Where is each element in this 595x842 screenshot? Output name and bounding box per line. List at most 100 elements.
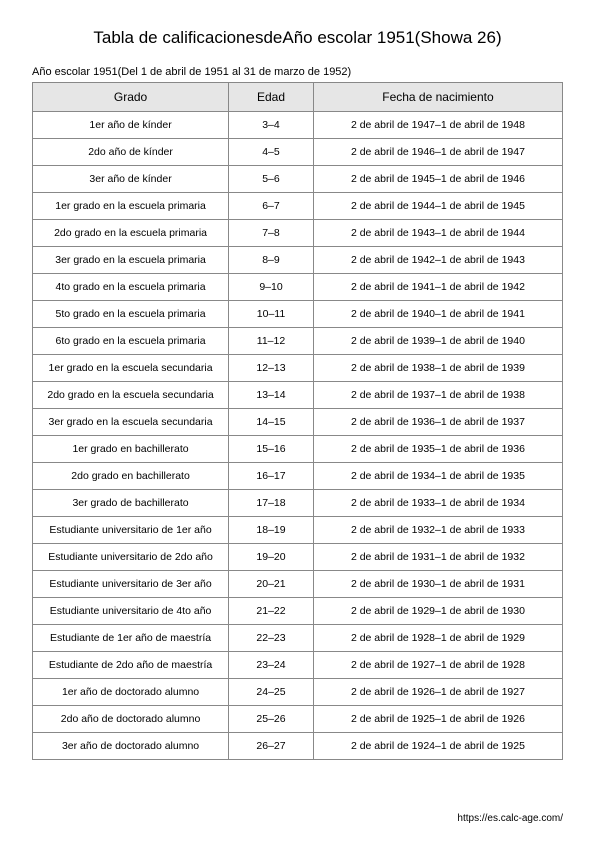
cell-fecha: 2 de abril de 1941–1 de abril de 1942	[313, 274, 562, 301]
cell-grado: Estudiante universitario de 3er año	[33, 571, 229, 598]
cell-fecha: 2 de abril de 1930–1 de abril de 1931	[313, 571, 562, 598]
table-row: 2do grado en bachillerato16–172 de abril…	[33, 463, 563, 490]
cell-fecha: 2 de abril de 1947–1 de abril de 1948	[313, 112, 562, 139]
cell-grado: 1er grado en la escuela secundaria	[33, 355, 229, 382]
cell-edad: 22–23	[229, 625, 314, 652]
col-header-grado: Grado	[33, 83, 229, 112]
cell-edad: 23–24	[229, 652, 314, 679]
cell-grado: 2do grado en bachillerato	[33, 463, 229, 490]
cell-fecha: 2 de abril de 1937–1 de abril de 1938	[313, 382, 562, 409]
table-row: Estudiante de 1er año de maestría22–232 …	[33, 625, 563, 652]
table-row: Estudiante universitario de 2do año19–20…	[33, 544, 563, 571]
cell-edad: 18–19	[229, 517, 314, 544]
table-row: 1er grado en bachillerato15–162 de abril…	[33, 436, 563, 463]
cell-grado: 2do año de kínder	[33, 139, 229, 166]
footer-url: https://es.calc-age.com/	[457, 813, 563, 824]
cell-edad: 11–12	[229, 328, 314, 355]
cell-grado: 4to grado en la escuela primaria	[33, 274, 229, 301]
table-row: Estudiante de 2do año de maestría23–242 …	[33, 652, 563, 679]
table-row: 5to grado en la escuela primaria10–112 d…	[33, 301, 563, 328]
cell-grado: 2do año de doctorado alumno	[33, 706, 229, 733]
cell-fecha: 2 de abril de 1931–1 de abril de 1932	[313, 544, 562, 571]
table-header-row: Grado Edad Fecha de nacimiento	[33, 83, 563, 112]
cell-fecha: 2 de abril de 1943–1 de abril de 1944	[313, 220, 562, 247]
cell-edad: 10–11	[229, 301, 314, 328]
cell-grado: Estudiante universitario de 1er año	[33, 517, 229, 544]
subtitle: Año escolar 1951(Del 1 de abril de 1951 …	[32, 66, 563, 78]
cell-edad: 13–14	[229, 382, 314, 409]
cell-edad: 4–5	[229, 139, 314, 166]
cell-grado: 3er grado en la escuela secundaria	[33, 409, 229, 436]
cell-grado: 1er año de doctorado alumno	[33, 679, 229, 706]
cell-edad: 12–13	[229, 355, 314, 382]
table-row: 3er grado en la escuela secundaria14–152…	[33, 409, 563, 436]
table-row: 6to grado en la escuela primaria11–122 d…	[33, 328, 563, 355]
cell-fecha: 2 de abril de 1925–1 de abril de 1926	[313, 706, 562, 733]
cell-edad: 21–22	[229, 598, 314, 625]
cell-fecha: 2 de abril de 1926–1 de abril de 1927	[313, 679, 562, 706]
cell-fecha: 2 de abril de 1924–1 de abril de 1925	[313, 733, 562, 760]
cell-edad: 26–27	[229, 733, 314, 760]
table-row: Estudiante universitario de 3er año20–21…	[33, 571, 563, 598]
cell-edad: 15–16	[229, 436, 314, 463]
cell-fecha: 2 de abril de 1946–1 de abril de 1947	[313, 139, 562, 166]
cell-fecha: 2 de abril de 1935–1 de abril de 1936	[313, 436, 562, 463]
cell-grado: 1er grado en bachillerato	[33, 436, 229, 463]
cell-grado: 1er grado en la escuela primaria	[33, 193, 229, 220]
cell-fecha: 2 de abril de 1932–1 de abril de 1933	[313, 517, 562, 544]
cell-fecha: 2 de abril de 1934–1 de abril de 1935	[313, 463, 562, 490]
col-header-edad: Edad	[229, 83, 314, 112]
table-row: 3er año de doctorado alumno26–272 de abr…	[33, 733, 563, 760]
table-row: 1er año de kínder3–42 de abril de 1947–1…	[33, 112, 563, 139]
table-row: 1er grado en la escuela secundaria12–132…	[33, 355, 563, 382]
table-row: 1er año de doctorado alumno24–252 de abr…	[33, 679, 563, 706]
cell-edad: 24–25	[229, 679, 314, 706]
cell-grado: Estudiante universitario de 2do año	[33, 544, 229, 571]
table-body: 1er año de kínder3–42 de abril de 1947–1…	[33, 112, 563, 760]
cell-fecha: 2 de abril de 1942–1 de abril de 1943	[313, 247, 562, 274]
table-row: 2do grado en la escuela secundaria13–142…	[33, 382, 563, 409]
cell-edad: 6–7	[229, 193, 314, 220]
cell-grado: Estudiante de 2do año de maestría	[33, 652, 229, 679]
cell-edad: 20–21	[229, 571, 314, 598]
grades-table: Grado Edad Fecha de nacimiento 1er año d…	[32, 82, 563, 760]
table-row: 2do año de kínder4–52 de abril de 1946–1…	[33, 139, 563, 166]
cell-fecha: 2 de abril de 1945–1 de abril de 1946	[313, 166, 562, 193]
cell-grado: 5to grado en la escuela primaria	[33, 301, 229, 328]
cell-fecha: 2 de abril de 1938–1 de abril de 1939	[313, 355, 562, 382]
cell-fecha: 2 de abril de 1936–1 de abril de 1937	[313, 409, 562, 436]
cell-grado: 6to grado en la escuela primaria	[33, 328, 229, 355]
cell-fecha: 2 de abril de 1939–1 de abril de 1940	[313, 328, 562, 355]
page-title: Tabla de calificacionesdeAño escolar 195…	[32, 28, 563, 48]
table-row: 3er año de kínder5–62 de abril de 1945–1…	[33, 166, 563, 193]
cell-edad: 17–18	[229, 490, 314, 517]
cell-edad: 5–6	[229, 166, 314, 193]
cell-edad: 8–9	[229, 247, 314, 274]
table-row: 3er grado en la escuela primaria8–92 de …	[33, 247, 563, 274]
cell-fecha: 2 de abril de 1927–1 de abril de 1928	[313, 652, 562, 679]
cell-grado: Estudiante universitario de 4to año	[33, 598, 229, 625]
cell-fecha: 2 de abril de 1940–1 de abril de 1941	[313, 301, 562, 328]
cell-edad: 7–8	[229, 220, 314, 247]
cell-grado: Estudiante de 1er año de maestría	[33, 625, 229, 652]
table-row: 4to grado en la escuela primaria9–102 de…	[33, 274, 563, 301]
cell-edad: 19–20	[229, 544, 314, 571]
cell-grado: 3er grado en la escuela primaria	[33, 247, 229, 274]
table-row: 3er grado de bachillerato17–182 de abril…	[33, 490, 563, 517]
table-row: 1er grado en la escuela primaria6–72 de …	[33, 193, 563, 220]
cell-fecha: 2 de abril de 1933–1 de abril de 1934	[313, 490, 562, 517]
cell-grado: 2do grado en la escuela secundaria	[33, 382, 229, 409]
cell-edad: 16–17	[229, 463, 314, 490]
cell-edad: 9–10	[229, 274, 314, 301]
cell-fecha: 2 de abril de 1944–1 de abril de 1945	[313, 193, 562, 220]
cell-grado: 1er año de kínder	[33, 112, 229, 139]
table-row: 2do año de doctorado alumno25–262 de abr…	[33, 706, 563, 733]
cell-grado: 2do grado en la escuela primaria	[33, 220, 229, 247]
cell-edad: 25–26	[229, 706, 314, 733]
cell-edad: 14–15	[229, 409, 314, 436]
cell-grado: 3er grado de bachillerato	[33, 490, 229, 517]
table-row: Estudiante universitario de 4to año21–22…	[33, 598, 563, 625]
cell-fecha: 2 de abril de 1929–1 de abril de 1930	[313, 598, 562, 625]
table-row: Estudiante universitario de 1er año18–19…	[33, 517, 563, 544]
cell-fecha: 2 de abril de 1928–1 de abril de 1929	[313, 625, 562, 652]
